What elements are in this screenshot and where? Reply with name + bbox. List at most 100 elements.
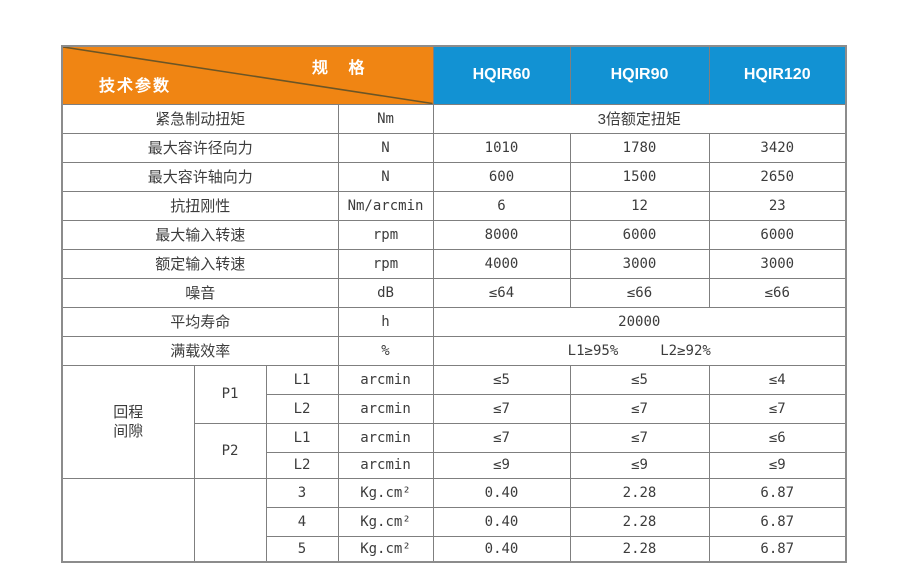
row-name: 噪音 [61,277,339,308]
row-unit: Nm/arcmin [337,190,434,221]
row-merged-value: 20000 [432,306,847,337]
row-value: 1010 [432,132,571,163]
table-row: L2 arcmin ≤9 ≤9 ≤9 [62,451,847,479]
row-value: 6.87 [708,506,847,537]
row-unit: rpm [337,248,434,279]
row-unit: dB [337,277,434,308]
header-corner-cell: 规 格 技术参数 [61,45,434,105]
row-value: ≤5 [569,364,710,395]
row-unit: Kg.cm² [337,506,434,537]
row-value: ≤9 [569,451,710,479]
row-value: 1500 [569,161,710,192]
row-unit: arcmin [337,393,434,424]
table-row: 平均寿命 h 20000 [61,306,847,337]
table-row: 满载效率 % L1≥95% L2≥92% [61,335,847,366]
row-value: ≤7 [432,422,571,453]
header-row: 规 格 技术参数 HQIR60 HQIR90 HQIR120 [61,45,847,105]
inertia-ratio: 4 [265,506,339,537]
param-header-label: 技术参数 [99,77,172,95]
row-value: 3420 [708,132,847,163]
row-name: 额定输入转速 [61,248,339,279]
row-value: 8000 [432,219,571,250]
row-value: 23 [708,190,847,221]
table-row: 最大容许径向力 N 1010 1780 3420 [61,132,847,163]
table-row: 3 Kg.cm² 0.40 2.28 6.87 [61,477,847,562]
row-value: 600 [432,161,571,192]
row-name: 最大容许径向力 [61,132,339,163]
model-header-hqir90: HQIR90 [569,45,710,105]
efficiency-l2: L2≥92% [660,342,711,359]
row-value: ≤7 [432,393,571,424]
row-unit: Kg.cm² [337,477,434,508]
row-value: 4000 [432,248,571,279]
row-name: 抗扭刚性 [61,190,339,221]
row-value: 6.87 [708,477,847,508]
row-value: ≤9 [432,451,571,479]
backlash-level: L2 [265,393,339,424]
row-unit: N [337,161,434,192]
row-value: 3000 [708,248,847,279]
row-value: ≤66 [569,277,710,308]
row-value: ≤4 [708,364,847,395]
inertia-label-cell [61,477,195,562]
backlash-label-line2: 间隙 [113,422,144,440]
efficiency-l1: L1≥95% [567,342,619,359]
row-unit: % [337,335,434,366]
row-name: 平均寿命 [61,306,339,337]
row-value: ≤7 [569,393,710,424]
backlash-grade: P2 [193,422,267,479]
row-merged-value: 3倍额定扭矩 [432,103,847,134]
backlash-grade: P1 [193,364,267,424]
table-row: 噪音 dB ≤64 ≤66 ≤66 [61,277,847,308]
backlash-level: L1 [265,422,339,453]
row-value: 3000 [569,248,710,279]
row-unit: Nm [337,103,434,134]
row-value: 6000 [708,219,847,250]
backlash-label-line1: 回程 [113,403,144,421]
row-value: 2650 [708,161,847,192]
row-value: 1780 [569,132,710,163]
table-row: 紧急制动扭矩 Nm 3倍额定扭矩 [61,103,847,134]
model-header-hqir120: HQIR120 [708,45,847,105]
row-value: ≤9 [708,451,847,479]
row-value: 2.28 [569,506,710,537]
inertia-ratio: 3 [265,477,339,508]
backlash-level: L1 [265,364,339,395]
row-unit: arcmin [337,422,434,453]
spec-header-label: 规 格 [312,60,373,77]
row-value: 0.40 [432,506,571,537]
row-name: 紧急制动扭矩 [61,103,339,134]
backlash-level: L2 [265,451,339,479]
row-value: ≤7 [569,422,710,453]
table-row: 4 Kg.cm² 0.40 2.28 6.87 [62,506,847,537]
row-value: ≤7 [708,393,847,424]
table-row: 额定输入转速 rpm 4000 3000 3000 [61,248,847,279]
table-row: 抗扭刚性 Nm/arcmin 6 12 23 [61,190,847,221]
diagonal-divider [63,47,432,103]
row-unit: Kg.cm² [337,535,434,563]
table-row: 回程 间隙 P1 L1 arcmin ≤5 ≤5 ≤4 [61,364,847,479]
row-unit: arcmin [337,364,434,395]
row-name: 最大容许轴向力 [61,161,339,192]
row-value: 12 [569,190,710,221]
model-header-hqir60: HQIR60 [432,45,571,105]
row-unit: h [337,306,434,337]
row-value: ≤64 [432,277,571,308]
row-value: 0.40 [432,477,571,508]
spec-table: 规 格 技术参数 HQIR60 HQIR90 HQIR120 紧急制动扭矩 Nm… [61,45,847,563]
row-name: 满载效率 [61,335,339,366]
row-value: 0.40 [432,535,571,563]
row-unit: N [337,132,434,163]
table-row: 5 Kg.cm² 0.40 2.28 6.87 [62,535,847,563]
row-value: 6 [432,190,571,221]
inertia-ratio: 5 [265,535,339,563]
table-row: 最大输入转速 rpm 8000 6000 6000 [61,219,847,250]
row-value: ≤66 [708,277,847,308]
row-merged-value: L1≥95% L2≥92% [432,335,847,366]
backlash-label-cell: 回程 间隙 [61,364,195,479]
row-value: 6.87 [708,535,847,563]
table-row: 最大容许轴向力 N 600 1500 2650 [61,161,847,192]
row-value: 2.28 [569,535,710,563]
row-value: 6000 [569,219,710,250]
row-unit: rpm [337,219,434,250]
